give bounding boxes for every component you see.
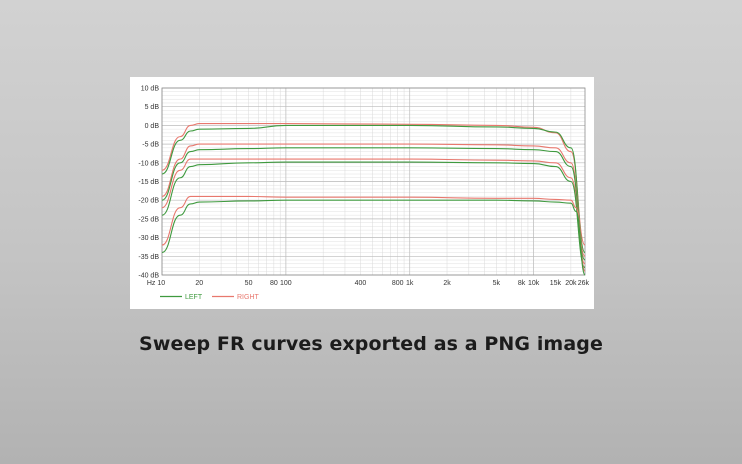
y-tick-label: -40 dB	[138, 273, 159, 280]
frequency-response-chart: 10 dB 5 dB 0 dB -5 dB -10 dB -15 dB -20 dB -25 …	[138, 86, 590, 302]
y-tick-label: 10 dB	[141, 86, 160, 93]
y-tick-label: 5 dB	[145, 104, 160, 111]
series-line-left	[161, 124, 586, 254]
x-tick-label: 20k	[565, 280, 577, 287]
legend: LEFT RIGHT	[160, 294, 260, 301]
x-axis-tick-labels: Hz 10 20 50 80 100 400 800 1k 2k 5k 8k 10k 15k 20k 26k	[147, 280, 590, 287]
x-tick-label: 50	[245, 280, 253, 287]
y-tick-label: -15 dB	[138, 179, 159, 186]
series-line-left	[161, 147, 586, 261]
x-tick-label: 100	[280, 280, 292, 287]
series-line-right	[161, 158, 586, 265]
legend-label-right: RIGHT	[237, 294, 260, 301]
caption: Sweep FR curves exported as a PNG image	[139, 333, 603, 355]
series-line-right	[161, 122, 586, 246]
x-tick-label: 400	[355, 280, 367, 287]
series-line-left	[161, 161, 586, 269]
response-curves	[161, 122, 586, 276]
x-tick-label: Hz 10	[147, 280, 165, 287]
y-tick-label: -30 dB	[138, 235, 159, 242]
x-tick-label: 26k	[578, 280, 590, 287]
x-tick-label: 5k	[493, 280, 501, 287]
x-tick-label: 80	[270, 280, 278, 287]
x-tick-label: 1k	[406, 280, 414, 287]
y-tick-label: -25 dB	[138, 216, 159, 223]
x-tick-label: 10k	[528, 280, 540, 287]
x-tick-label: 15k	[550, 280, 562, 287]
x-tick-label: 8k	[518, 280, 526, 287]
series-line-right	[161, 143, 586, 257]
chart-card: 10 dB 5 dB 0 dB -5 dB -10 dB -15 dB -20 dB -25 …	[130, 77, 594, 309]
legend-label-left: LEFT	[185, 294, 203, 301]
y-tick-label: -5 dB	[142, 142, 159, 149]
x-tick-label: 2k	[443, 280, 451, 287]
series-line-right	[161, 195, 586, 272]
series-line-left	[161, 199, 586, 276]
y-tick-label: -10 dB	[138, 160, 159, 167]
x-tick-label: 800	[392, 280, 404, 287]
x-tick-label: 20	[195, 280, 203, 287]
y-tick-label: -20 dB	[138, 198, 159, 205]
y-tick-label: -35 dB	[138, 254, 159, 261]
plot-frame	[161, 87, 586, 276]
y-axis-tick-labels: 10 dB 5 dB 0 dB -5 dB -10 dB -15 dB -20 dB -25 …	[138, 86, 159, 280]
y-tick-label: 0 dB	[145, 123, 160, 130]
